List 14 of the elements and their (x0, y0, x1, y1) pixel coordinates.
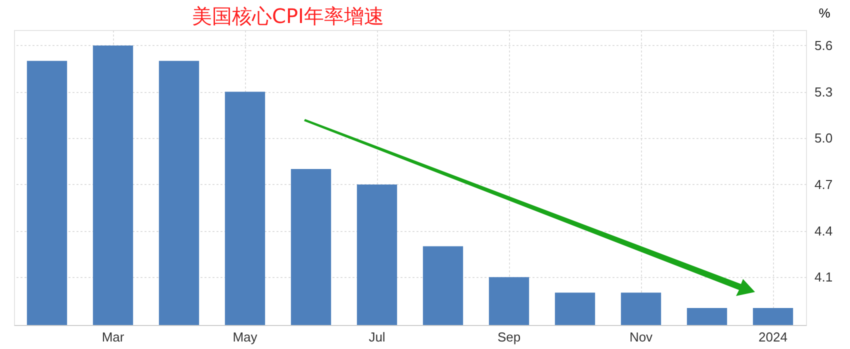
x-tick-label: Mar (102, 330, 125, 344)
x-tick-label: May (232, 330, 258, 344)
x-tick-label: 2024 (758, 330, 788, 344)
y-axis-title: % (818, 6, 831, 20)
y-tick-label: 4.4 (814, 223, 833, 238)
y-tick-label: 5.3 (814, 84, 833, 100)
y-tick-label: 4.7 (814, 176, 833, 192)
x-tick-label: Jul (368, 330, 386, 344)
y-tick-label: 5.6 (814, 38, 833, 53)
x-tick-label: Nov (629, 330, 654, 344)
chart-title: 美国核心CPI年率增速 (192, 4, 384, 28)
y-tick-label: 4.1 (814, 270, 833, 285)
x-tick-label: Sep (497, 330, 521, 344)
y-tick-label: 5.0 (814, 130, 833, 146)
